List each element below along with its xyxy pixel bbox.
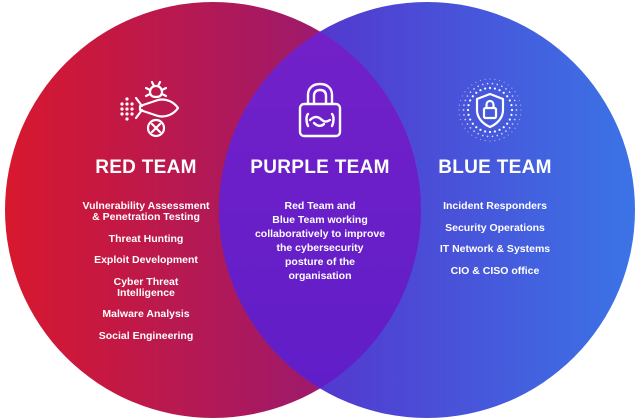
list-item: Threat Hunting xyxy=(108,232,184,245)
red-team-title: RED TEAM xyxy=(95,157,197,178)
rocket-bug-icon xyxy=(120,80,180,138)
blue-team-list: Incident Responders Security Operations … xyxy=(415,201,575,287)
list-item: Social Engineering xyxy=(98,329,194,342)
purple-team-overlap xyxy=(219,2,421,418)
list-item: IT Network & Systems xyxy=(439,243,551,255)
list-item: CIO & CISO office xyxy=(450,264,540,277)
red-team-list: Vulnerability Assessment & Penetration T… xyxy=(66,201,226,352)
purple-team-title: PURPLE TEAM xyxy=(250,157,390,178)
list-item: Cyber Threat Intelligence xyxy=(113,275,179,299)
blue-team-title: BLUE TEAM xyxy=(438,157,552,178)
list-item: Exploit Development xyxy=(94,254,198,266)
shield-lock-icon xyxy=(458,78,522,142)
purple-team-description: Red Team and Blue Team working collabora… xyxy=(254,200,386,282)
list-item: Security Operations xyxy=(445,221,545,234)
list-item: Incident Responders xyxy=(443,200,547,212)
padlock-handshake-icon xyxy=(298,82,342,138)
list-item: Vulnerability Assessment & Penetration T… xyxy=(82,200,210,223)
list-item: Malware Analysis xyxy=(102,308,190,320)
